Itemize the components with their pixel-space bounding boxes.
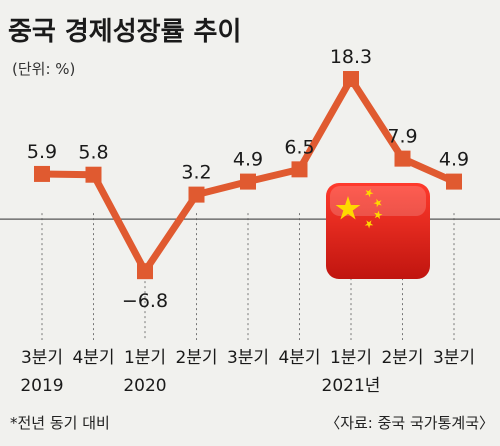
data-point (137, 263, 153, 280)
data-point (343, 71, 359, 88)
x-tick-label: 3분기 (227, 348, 269, 368)
data-point (291, 161, 308, 178)
data-point (188, 186, 205, 203)
chart-title: 중국 경제성장률 추이 (8, 17, 241, 47)
data-label: −6.8 (122, 290, 168, 312)
data-label: 5.8 (78, 142, 108, 164)
data-label: 3.2 (181, 162, 211, 184)
year-label: 2020 (123, 376, 166, 396)
source-note: 〈자료: 중국 국가통계국〉 (325, 414, 494, 432)
x-tick-label: 2분기 (381, 348, 423, 368)
data-label: 7.9 (387, 126, 417, 148)
x-tick-label: 4분기 (278, 348, 320, 368)
data-label: 4.9 (439, 149, 469, 171)
data-label: 18.3 (330, 46, 372, 68)
x-tick-label: 3분기 (433, 348, 475, 368)
markers (34, 71, 462, 280)
data-label: 5.9 (27, 141, 57, 163)
data-label: 6.5 (284, 136, 314, 158)
data-point (240, 173, 256, 190)
x-tick-label: 3분기 (21, 348, 63, 368)
x-tick-label: 4분기 (72, 348, 114, 368)
data-point (34, 165, 50, 182)
data-point (85, 166, 102, 183)
data-label: 4.9 (233, 149, 263, 171)
year-label: 2021년 (322, 376, 381, 396)
unit-note: (단위: %) (12, 60, 75, 78)
china-flag-icon (326, 183, 430, 279)
year-labels: 2019 2020 2021년 (20, 376, 380, 396)
value-labels: 5.9 5.8 −6.8 3.2 4.9 6.5 18.3 7.9 4.9 (27, 46, 469, 312)
x-tick-label: 1분기 (330, 348, 372, 368)
x-tick-labels: 3분기 4분기 1분기 2분기 3분기 4분기 1분기 2분기 3분기 (21, 348, 475, 368)
data-point (394, 150, 411, 167)
x-tick-label: 1분기 (124, 348, 166, 368)
year-label: 2019 (20, 376, 63, 396)
footnote: *전년 동기 대비 (10, 414, 110, 432)
data-point (446, 173, 462, 190)
x-tick-label: 2분기 (175, 348, 217, 368)
